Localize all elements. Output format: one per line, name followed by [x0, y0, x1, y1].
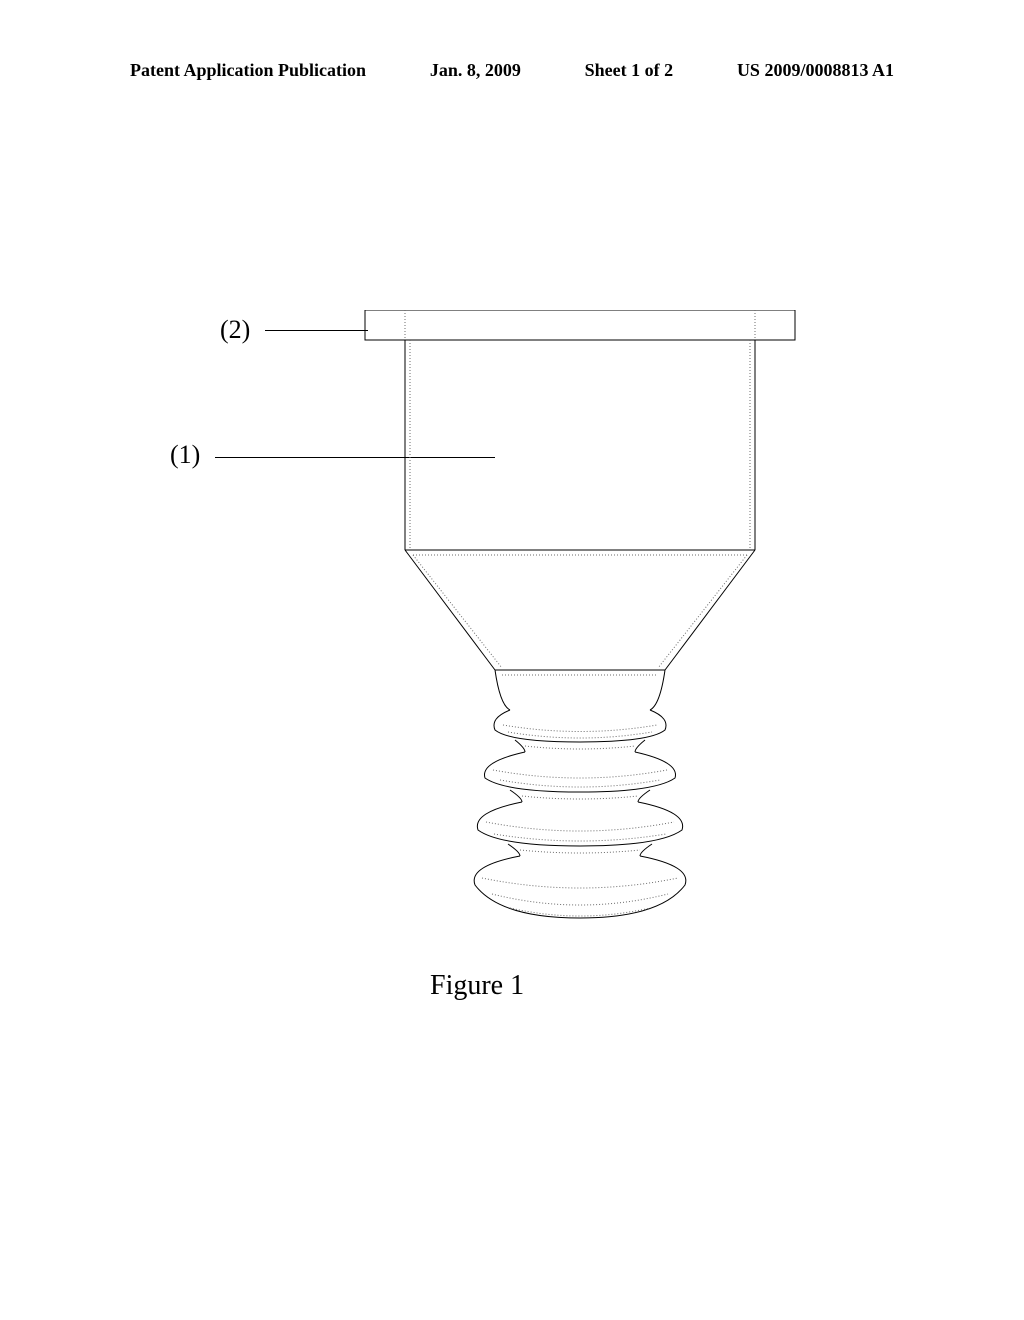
header-date: Jan. 8, 2009: [430, 60, 521, 81]
ref-label-1: (1): [170, 440, 200, 470]
patent-figure-svg: [310, 310, 850, 930]
header-left: Patent Application Publication: [130, 60, 366, 81]
header-sheet: Sheet 1 of 2: [585, 60, 674, 81]
ref-label-2: (2): [220, 315, 250, 345]
figure-1-drawing: (2) (1): [200, 310, 860, 960]
figure-caption: Figure 1: [430, 970, 524, 1002]
header-right: US 2009/0008813 A1: [737, 60, 894, 81]
